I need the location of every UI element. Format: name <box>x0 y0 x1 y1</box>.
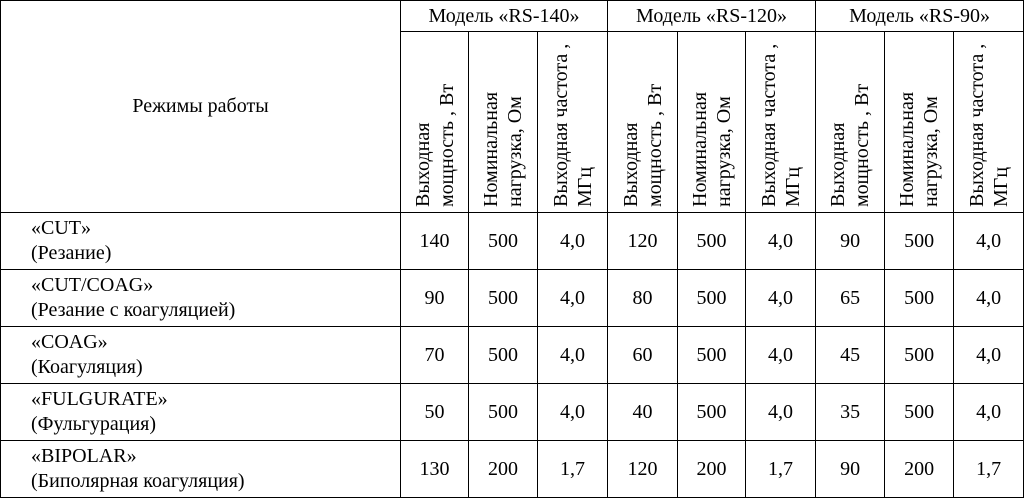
value-cell: 500 <box>677 383 747 441</box>
model-rs90-header: Модель «RS-90» <box>815 0 1024 32</box>
value-cell: 200 <box>884 440 955 498</box>
value-cell: 4,0 <box>953 383 1024 441</box>
value-cell: 500 <box>677 212 747 270</box>
value-cell: 500 <box>677 326 747 384</box>
value-cell: 500 <box>884 269 955 327</box>
mode-cell: «COAG» (Коагуляция) <box>0 326 401 384</box>
value-cell: 200 <box>677 440 747 498</box>
value-cell: 500 <box>468 269 538 327</box>
table-row: «BIPOLAR» (Биполярная коагуляция) 130 200 1,… <box>0 440 1024 498</box>
value-cell: 70 <box>400 326 469 384</box>
value-cell: 4,0 <box>953 212 1024 270</box>
value-cell: 1,7 <box>953 440 1024 498</box>
mode-description: (Коагуляция) <box>31 356 143 378</box>
mode-name: «CUT» <box>31 217 91 239</box>
value-cell: 120 <box>607 212 679 270</box>
table-row: «CUT/COAG» (Резание с коагуляцией) 90 500 4,… <box>0 269 1024 327</box>
value-cell: 500 <box>677 269 747 327</box>
value-cell: 35 <box>815 383 886 441</box>
value-cell: 4,0 <box>536 383 609 441</box>
value-cell: 120 <box>607 440 679 498</box>
mode-cell: «FULGURATE» (Фульгурация) <box>0 383 401 441</box>
table-body: «CUT» (Резание) 140 500 4,0 120 500 4,0 90 500 4,0… <box>0 212 1024 498</box>
model-rs120-header: Модель «RS-120» <box>607 0 817 32</box>
mode-description: (Биполярная коагуляция) <box>31 470 245 492</box>
mode-description: (Резание) <box>31 242 112 264</box>
value-cell: 50 <box>400 383 469 441</box>
value-cell: 200 <box>468 440 538 498</box>
value-cell: 45 <box>815 326 886 384</box>
value-cell: 500 <box>468 326 538 384</box>
value-cell: 40 <box>607 383 679 441</box>
value-cell: 140 <box>400 212 469 270</box>
frequency-header: Выходная частота , МГц <box>536 31 609 213</box>
value-cell: 90 <box>400 269 469 327</box>
frequency-header: Выходная частота , МГц <box>953 31 1024 213</box>
value-cell: 1,7 <box>536 440 609 498</box>
load-header: Номинальная нагрузка, Ом <box>468 31 538 213</box>
mode-name: «BIPOLAR» <box>31 445 137 467</box>
modes-header: Режимы работы <box>0 0 401 213</box>
frequency-header: Выходная частота , МГц <box>745 31 817 213</box>
value-cell: 4,0 <box>536 212 609 270</box>
value-cell: 4,0 <box>953 326 1024 384</box>
value-cell: 500 <box>468 383 538 441</box>
value-cell: 4,0 <box>953 269 1024 327</box>
value-cell: 130 <box>400 440 469 498</box>
mode-description: (Фульгурация) <box>31 413 157 435</box>
mode-name: «COAG» <box>31 331 108 353</box>
value-cell: 60 <box>607 326 679 384</box>
table-row: «CUT» (Резание) 140 500 4,0 120 500 4,0 90 500 4,0 <box>0 212 1024 270</box>
power-header: Выходная мощность , Вт <box>607 31 679 213</box>
value-cell: 500 <box>468 212 538 270</box>
mode-name: «FULGURATE» <box>31 388 168 410</box>
value-cell: 65 <box>815 269 886 327</box>
table-row: «FULGURATE» (Фульгурация) 50 500 4,0 40 500 4,0… <box>0 383 1024 441</box>
power-header: Выходная мощность , Вт <box>815 31 886 213</box>
load-header: Номинальная нагрузка, Ом <box>884 31 955 213</box>
value-cell: 90 <box>815 212 886 270</box>
value-cell: 4,0 <box>745 269 817 327</box>
value-cell: 4,0 <box>745 326 817 384</box>
load-header: Номинальная нагрузка, Ом <box>677 31 747 213</box>
value-cell: 4,0 <box>536 269 609 327</box>
mode-cell: «CUT» (Резание) <box>0 212 401 270</box>
mode-description: (Резание с коагуляцией) <box>31 299 236 321</box>
value-cell: 1,7 <box>745 440 817 498</box>
value-cell: 4,0 <box>745 383 817 441</box>
value-cell: 90 <box>815 440 886 498</box>
power-header: Выходная мощность , Вт <box>400 31 469 213</box>
value-cell: 4,0 <box>536 326 609 384</box>
table-row: «COAG» (Коагуляция) 70 500 4,0 60 500 4,0 45 500 4… <box>0 326 1024 384</box>
mode-cell: «BIPOLAR» (Биполярная коагуляция) <box>0 440 401 498</box>
model-rs140-header: Модель «RS-140» <box>399 0 609 32</box>
value-cell: 4,0 <box>745 212 817 270</box>
value-cell: 500 <box>884 383 955 441</box>
value-cell: 80 <box>607 269 679 327</box>
value-cell: 500 <box>884 326 955 384</box>
value-cell: 500 <box>884 212 955 270</box>
mode-name: «CUT/COAG» <box>31 274 154 296</box>
mode-cell: «CUT/COAG» (Резание с коагуляцией) <box>0 269 401 327</box>
